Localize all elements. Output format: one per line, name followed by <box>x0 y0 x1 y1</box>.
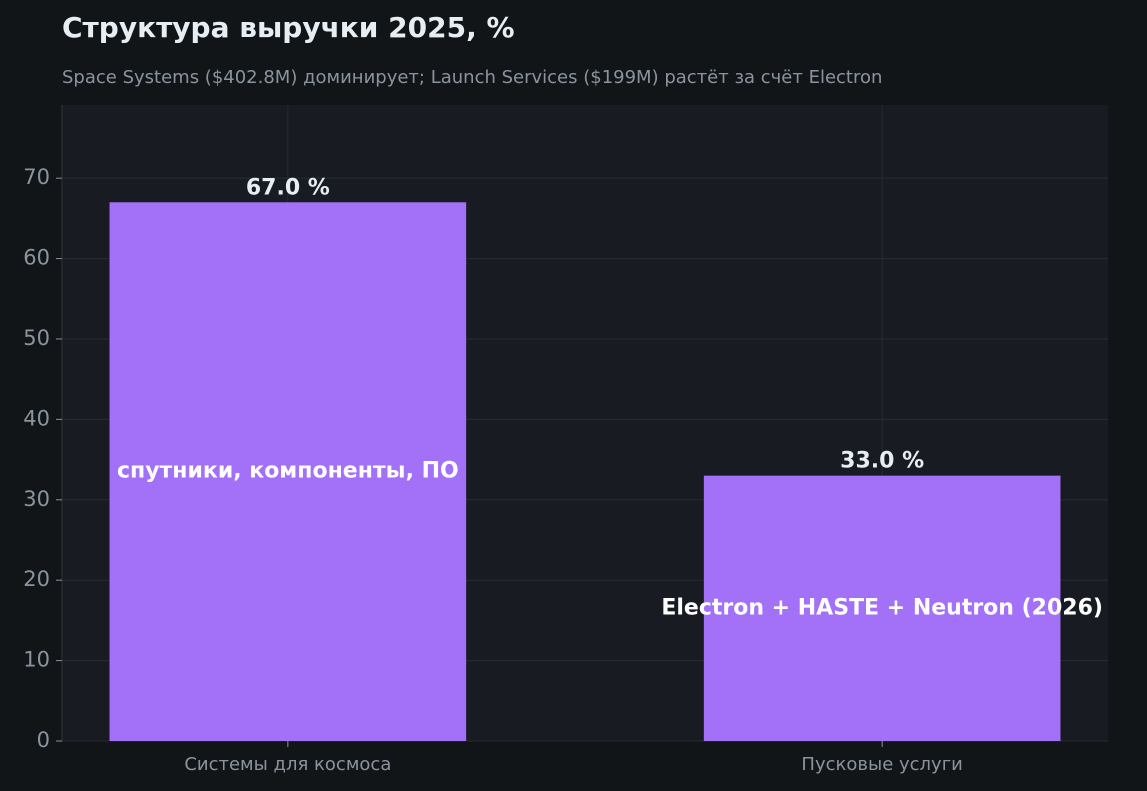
chart-title: Структура выручки 2025, % <box>62 11 515 44</box>
y-tick-label: 60 <box>23 246 50 270</box>
y-tick-label: 40 <box>23 406 50 430</box>
value-label: 67.0 % <box>246 175 330 200</box>
y-tick-label: 50 <box>23 326 50 350</box>
bar <box>109 202 467 742</box>
bar <box>703 475 1061 741</box>
y-tick-label: 70 <box>23 165 50 189</box>
x-tick-label: Системы для космоса <box>184 754 391 775</box>
bar-annotation: Electron + HASTE + Neutron (2026) <box>661 595 1103 620</box>
chart-subtitle: Space Systems ($402.8M) доминирует; Laun… <box>62 67 882 88</box>
y-tick-label: 20 <box>23 567 50 591</box>
y-tick-label: 10 <box>23 648 50 672</box>
value-label: 33.0 % <box>840 449 924 474</box>
bar-annotation: спутники, компоненты, ПО <box>117 459 459 484</box>
y-tick-label: 0 <box>37 728 50 752</box>
x-tick-label: Пусковые услуги <box>801 754 962 775</box>
y-tick-label: 30 <box>23 487 50 511</box>
